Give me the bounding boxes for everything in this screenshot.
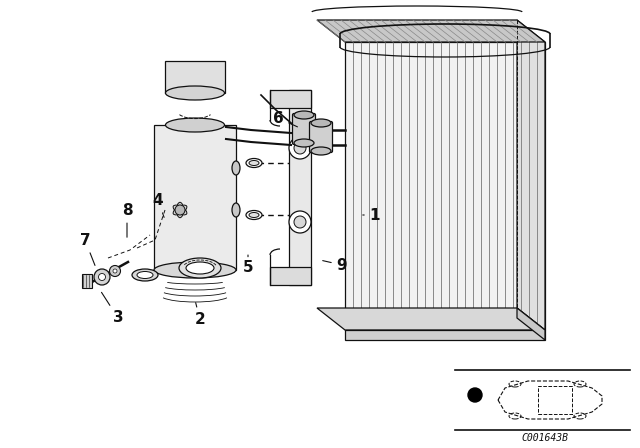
Text: 6: 6 bbox=[273, 111, 298, 127]
Polygon shape bbox=[317, 308, 545, 330]
Circle shape bbox=[294, 216, 306, 228]
Bar bbox=[166, 61, 225, 93]
Ellipse shape bbox=[179, 258, 221, 278]
Ellipse shape bbox=[232, 203, 240, 217]
Text: 2: 2 bbox=[195, 303, 205, 327]
Text: 8: 8 bbox=[122, 202, 132, 237]
Polygon shape bbox=[270, 90, 311, 108]
Ellipse shape bbox=[166, 118, 225, 132]
Polygon shape bbox=[517, 308, 545, 340]
Ellipse shape bbox=[294, 139, 314, 147]
Ellipse shape bbox=[232, 161, 240, 175]
Polygon shape bbox=[345, 42, 545, 330]
Polygon shape bbox=[289, 90, 311, 285]
Ellipse shape bbox=[249, 160, 259, 165]
Ellipse shape bbox=[173, 205, 187, 215]
Polygon shape bbox=[317, 20, 545, 42]
Circle shape bbox=[175, 205, 185, 215]
Ellipse shape bbox=[177, 202, 184, 218]
Ellipse shape bbox=[294, 111, 314, 119]
Text: 5: 5 bbox=[243, 255, 253, 275]
Circle shape bbox=[113, 269, 117, 273]
Circle shape bbox=[289, 137, 311, 159]
Text: 4: 4 bbox=[153, 193, 164, 217]
Ellipse shape bbox=[173, 205, 187, 215]
Ellipse shape bbox=[132, 269, 158, 281]
FancyBboxPatch shape bbox=[310, 121, 333, 152]
Ellipse shape bbox=[311, 119, 331, 127]
Polygon shape bbox=[517, 20, 545, 330]
FancyBboxPatch shape bbox=[292, 113, 316, 145]
Circle shape bbox=[109, 266, 120, 276]
Ellipse shape bbox=[311, 147, 331, 155]
Circle shape bbox=[294, 142, 306, 154]
Ellipse shape bbox=[246, 159, 262, 168]
Text: 1: 1 bbox=[363, 207, 380, 223]
Circle shape bbox=[94, 269, 110, 285]
Ellipse shape bbox=[166, 86, 225, 100]
Text: 3: 3 bbox=[102, 293, 124, 326]
Ellipse shape bbox=[154, 262, 236, 278]
Polygon shape bbox=[270, 267, 311, 285]
Circle shape bbox=[99, 273, 106, 280]
Ellipse shape bbox=[246, 211, 262, 220]
Text: C001643B: C001643B bbox=[522, 433, 568, 443]
Ellipse shape bbox=[186, 262, 214, 274]
Ellipse shape bbox=[137, 271, 153, 279]
Text: 7: 7 bbox=[80, 233, 95, 265]
Circle shape bbox=[468, 388, 482, 402]
Text: 9: 9 bbox=[323, 258, 348, 272]
Polygon shape bbox=[82, 274, 92, 288]
Ellipse shape bbox=[249, 212, 259, 217]
Circle shape bbox=[289, 211, 311, 233]
Polygon shape bbox=[345, 330, 545, 340]
FancyBboxPatch shape bbox=[154, 125, 236, 270]
